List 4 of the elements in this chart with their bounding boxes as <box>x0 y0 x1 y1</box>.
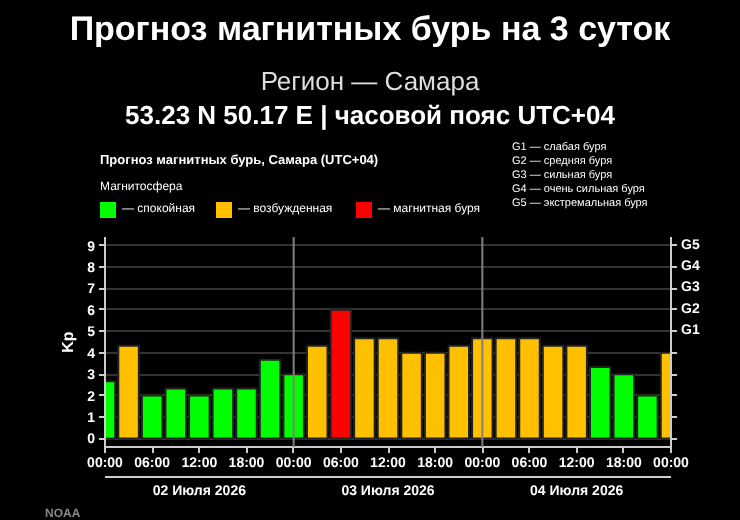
y-axis-title: Kp <box>59 331 78 353</box>
text: Регион — Самара <box>258 65 482 97</box>
text: 53.23 N 50.17 E | часовой пояс UTC+04 <box>123 100 617 133</box>
text: Прогноз магнитных бурь на 3 суток <box>69 10 671 50</box>
